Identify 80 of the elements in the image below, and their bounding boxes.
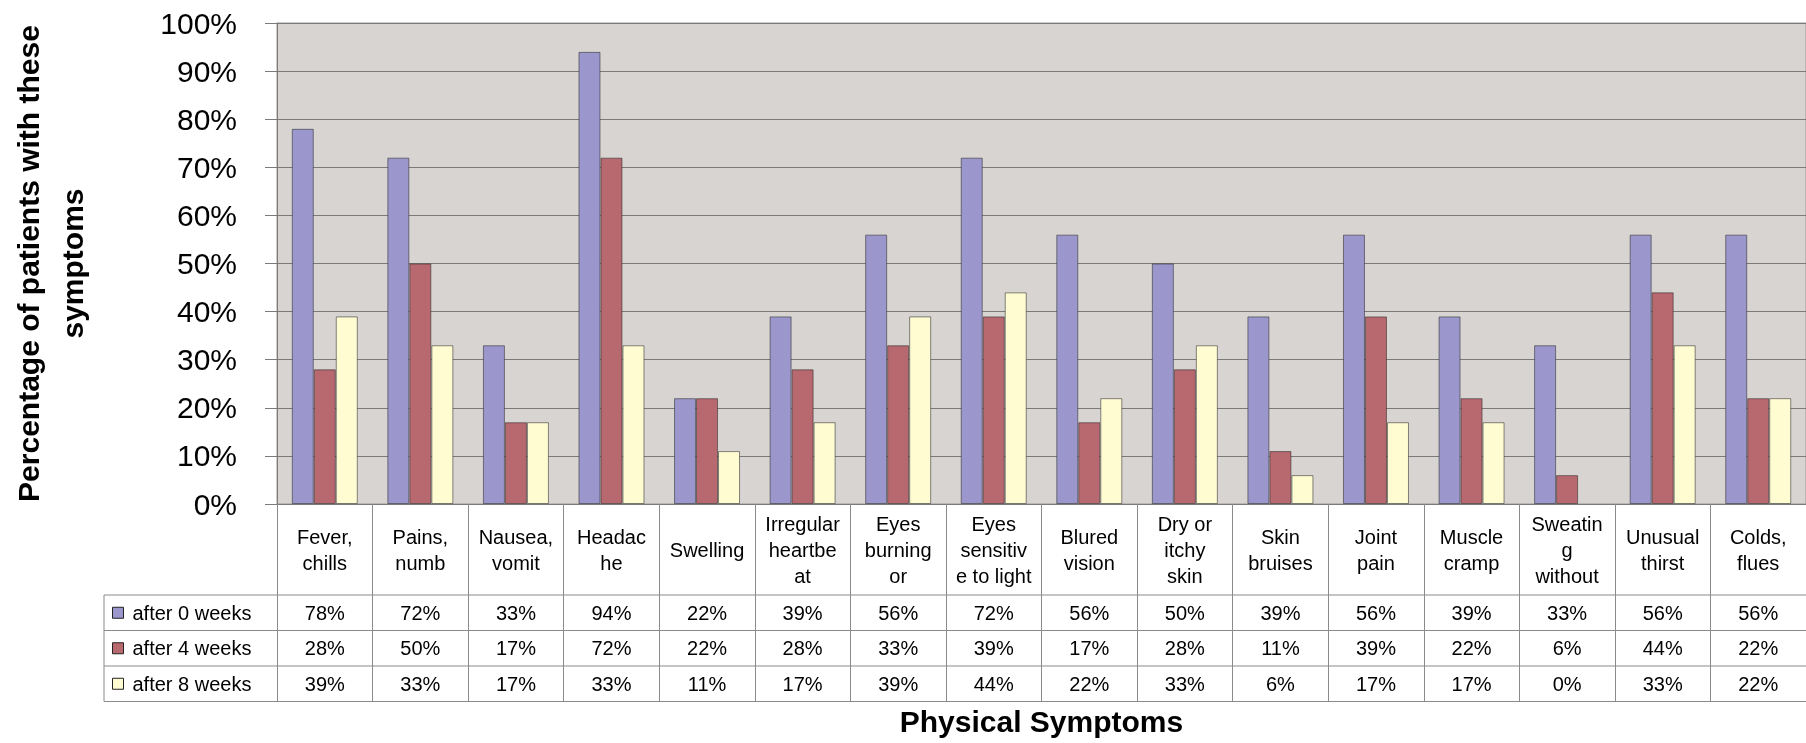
data-label: 22% bbox=[687, 601, 728, 624]
data-label: 28% bbox=[1164, 637, 1206, 660]
x-axis-title: Physical Symptoms bbox=[899, 704, 1184, 738]
data-label: 39% bbox=[304, 672, 346, 695]
y-tick-label: 60% bbox=[176, 198, 237, 232]
x-tick-label: Headache bbox=[577, 525, 646, 574]
data-label: 22% bbox=[1451, 637, 1492, 660]
data-label: 72% bbox=[973, 601, 1014, 624]
data-label: 17% bbox=[495, 637, 537, 660]
data-label: 56% bbox=[1069, 601, 1110, 624]
x-tick-label: Sweating without bbox=[1531, 512, 1603, 587]
data-label: 33% bbox=[591, 672, 632, 695]
y-tick-label: 10% bbox=[176, 439, 237, 473]
data-label: 17% bbox=[782, 672, 823, 695]
y-tick-label: 30% bbox=[176, 343, 237, 377]
x-tick-label: Irregular heartbeat bbox=[765, 512, 841, 587]
data-label: 28% bbox=[782, 637, 823, 660]
data-label: 56% bbox=[1642, 601, 1683, 624]
x-tick-label: Swelling bbox=[669, 538, 745, 561]
data-label: 22% bbox=[687, 637, 728, 660]
y-tick-label: 0% bbox=[193, 487, 237, 521]
legend-label: after 0 weeks bbox=[132, 601, 252, 624]
y-tick-label: 100% bbox=[160, 6, 237, 40]
data-label: 44% bbox=[973, 672, 1014, 695]
data-label: 39% bbox=[1260, 601, 1301, 624]
data-label: 56% bbox=[878, 601, 919, 624]
data-label: 78% bbox=[304, 601, 346, 624]
data-label: 17% bbox=[1451, 672, 1492, 695]
data-label: 72% bbox=[591, 637, 632, 660]
data-label: 33% bbox=[1547, 601, 1588, 624]
data-label: 33% bbox=[878, 637, 919, 660]
y-axis-title: Percentage of patients with these symptoms bbox=[11, 25, 89, 502]
data-label: 56% bbox=[1738, 601, 1779, 624]
data-label: 11% bbox=[687, 672, 727, 695]
y-tick-label: 20% bbox=[176, 391, 237, 425]
data-label: 17% bbox=[495, 672, 537, 695]
legend-label: after 4 weeks bbox=[132, 637, 252, 660]
data-label: 33% bbox=[1642, 672, 1683, 695]
y-tick-label: 50% bbox=[176, 247, 237, 280]
data-label: 44% bbox=[1642, 637, 1683, 660]
x-tick-label: Eyes burning or bbox=[864, 512, 932, 587]
data-label: 6% bbox=[1552, 637, 1582, 660]
y-tick-label: 40% bbox=[176, 295, 237, 329]
legend-label: after 8 weeks bbox=[132, 672, 252, 695]
data-label: 28% bbox=[304, 637, 346, 660]
data-label: 50% bbox=[1164, 601, 1206, 624]
x-tick-label: Colds, flues bbox=[1729, 525, 1787, 574]
data-label: 11% bbox=[1261, 637, 1300, 660]
data-label: 56% bbox=[1355, 601, 1397, 624]
data-label: 39% bbox=[1355, 637, 1397, 660]
x-tick-label: Joint pain bbox=[1354, 525, 1398, 574]
data-label: 33% bbox=[495, 601, 537, 624]
data-label: 39% bbox=[782, 601, 823, 624]
data-label: 17% bbox=[1355, 672, 1397, 695]
y-tick-label: 90% bbox=[176, 54, 237, 88]
data-label: 17% bbox=[1069, 637, 1110, 660]
y-tick-label: 70% bbox=[176, 150, 237, 184]
data-label: 39% bbox=[973, 637, 1014, 660]
data-label: 50% bbox=[400, 637, 441, 660]
x-tick-label: Muscle cramp bbox=[1439, 525, 1504, 574]
x-tick-label: Unusual thirst bbox=[1625, 525, 1700, 574]
data-label: 72% bbox=[400, 601, 441, 624]
x-tick-label: Nausea, vomit bbox=[478, 525, 554, 574]
data-label: 39% bbox=[1451, 601, 1492, 624]
x-tick-label: Pains, numb bbox=[392, 525, 449, 574]
data-label: 39% bbox=[878, 672, 919, 695]
data-label: 22% bbox=[1738, 672, 1779, 695]
x-tick-label: Skin bruises bbox=[1248, 525, 1313, 574]
y-tick-label: 80% bbox=[176, 102, 237, 136]
x-tick-label: Fever, chills bbox=[296, 525, 353, 574]
data-label: 33% bbox=[1164, 672, 1206, 695]
x-tick-label: Dry or itchy skin bbox=[1157, 512, 1213, 587]
x-tick-label: Eyes sensitive to light bbox=[955, 512, 1032, 587]
data-label: 33% bbox=[400, 672, 441, 695]
data-label: 22% bbox=[1738, 637, 1779, 660]
data-label: 94% bbox=[591, 601, 632, 624]
data-label: 6% bbox=[1265, 672, 1296, 695]
data-label: 0% bbox=[1552, 672, 1582, 695]
data-label: 22% bbox=[1069, 672, 1110, 695]
x-tick-label: Blured vision bbox=[1060, 525, 1119, 574]
